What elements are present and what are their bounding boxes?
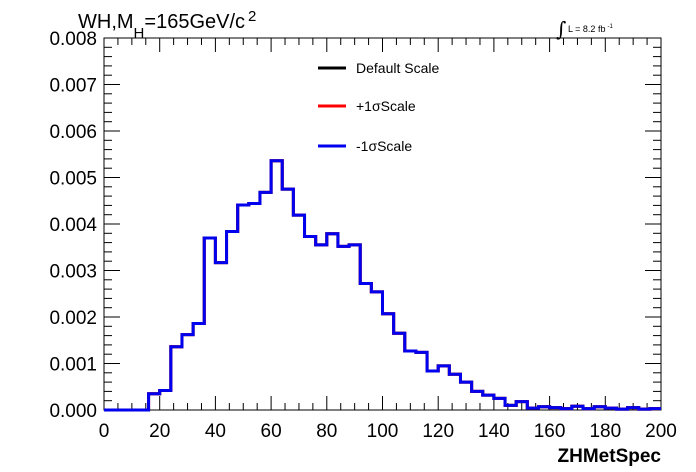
- x-tick-label: 180: [589, 421, 621, 442]
- y-tick-label: 0.002: [49, 308, 97, 329]
- x-tick-label: 120: [422, 421, 454, 442]
- integral-sign: ∫: [556, 17, 566, 41]
- x-tick-label: 40: [205, 421, 226, 442]
- x-axis-label: ZHMetSpec: [558, 446, 662, 467]
- luminosity-main: L = 8.2 fb: [568, 24, 605, 34]
- x-tick-label: 200: [645, 421, 677, 442]
- x-tick-label: 80: [316, 421, 337, 442]
- title-main: WH,M: [78, 11, 134, 33]
- luminosity-label: L = 8.2 fb -1: [568, 24, 613, 34]
- x-tick-label: 140: [478, 421, 510, 442]
- series-line-minus1sigma-scale: [104, 159, 661, 412]
- y-tick-label: 0.001: [49, 355, 97, 376]
- y-tick-label: 0.004: [49, 215, 97, 236]
- title-subscript: H: [134, 25, 145, 42]
- title-superscript: 2: [248, 8, 256, 25]
- series-group: [104, 159, 661, 412]
- y-tick-label: 0.003: [49, 262, 97, 283]
- y-tick-label: 0.008: [49, 29, 97, 50]
- x-tick-label: 60: [261, 421, 282, 442]
- y-tick-label: 0.005: [49, 169, 97, 190]
- luminosity-superscript: -1: [607, 24, 613, 30]
- legend-label-default: Default Scale: [356, 60, 439, 76]
- x-tick-label: 0: [99, 421, 110, 442]
- axis-ticks: [103, 37, 662, 411]
- legend: Default Scale +1σScale -1σScale: [318, 60, 439, 154]
- x-tick-label: 20: [149, 421, 170, 442]
- x-tick-label: 160: [534, 421, 566, 442]
- y-tick-label: 0.006: [49, 122, 97, 143]
- y-tick-label: 0.007: [49, 76, 97, 97]
- legend-label-plus1sigma: +1σScale: [356, 98, 416, 114]
- x-tick-label: 100: [367, 421, 399, 442]
- y-tick-labels: 0.000 0.001 0.002 0.003 0.004 0.005 0.006 0.007…: [49, 29, 97, 422]
- title-rest: =165GeV/c: [144, 11, 245, 33]
- y-tick-label: 0.000: [49, 401, 97, 422]
- x-tick-labels: 0 20 40 60 80 100 120 140 160 180 200: [99, 421, 677, 442]
- chart-title: WH,MH=165GeV/c 2: [78, 8, 256, 42]
- legend-label-minus1sigma: -1σScale: [356, 138, 412, 154]
